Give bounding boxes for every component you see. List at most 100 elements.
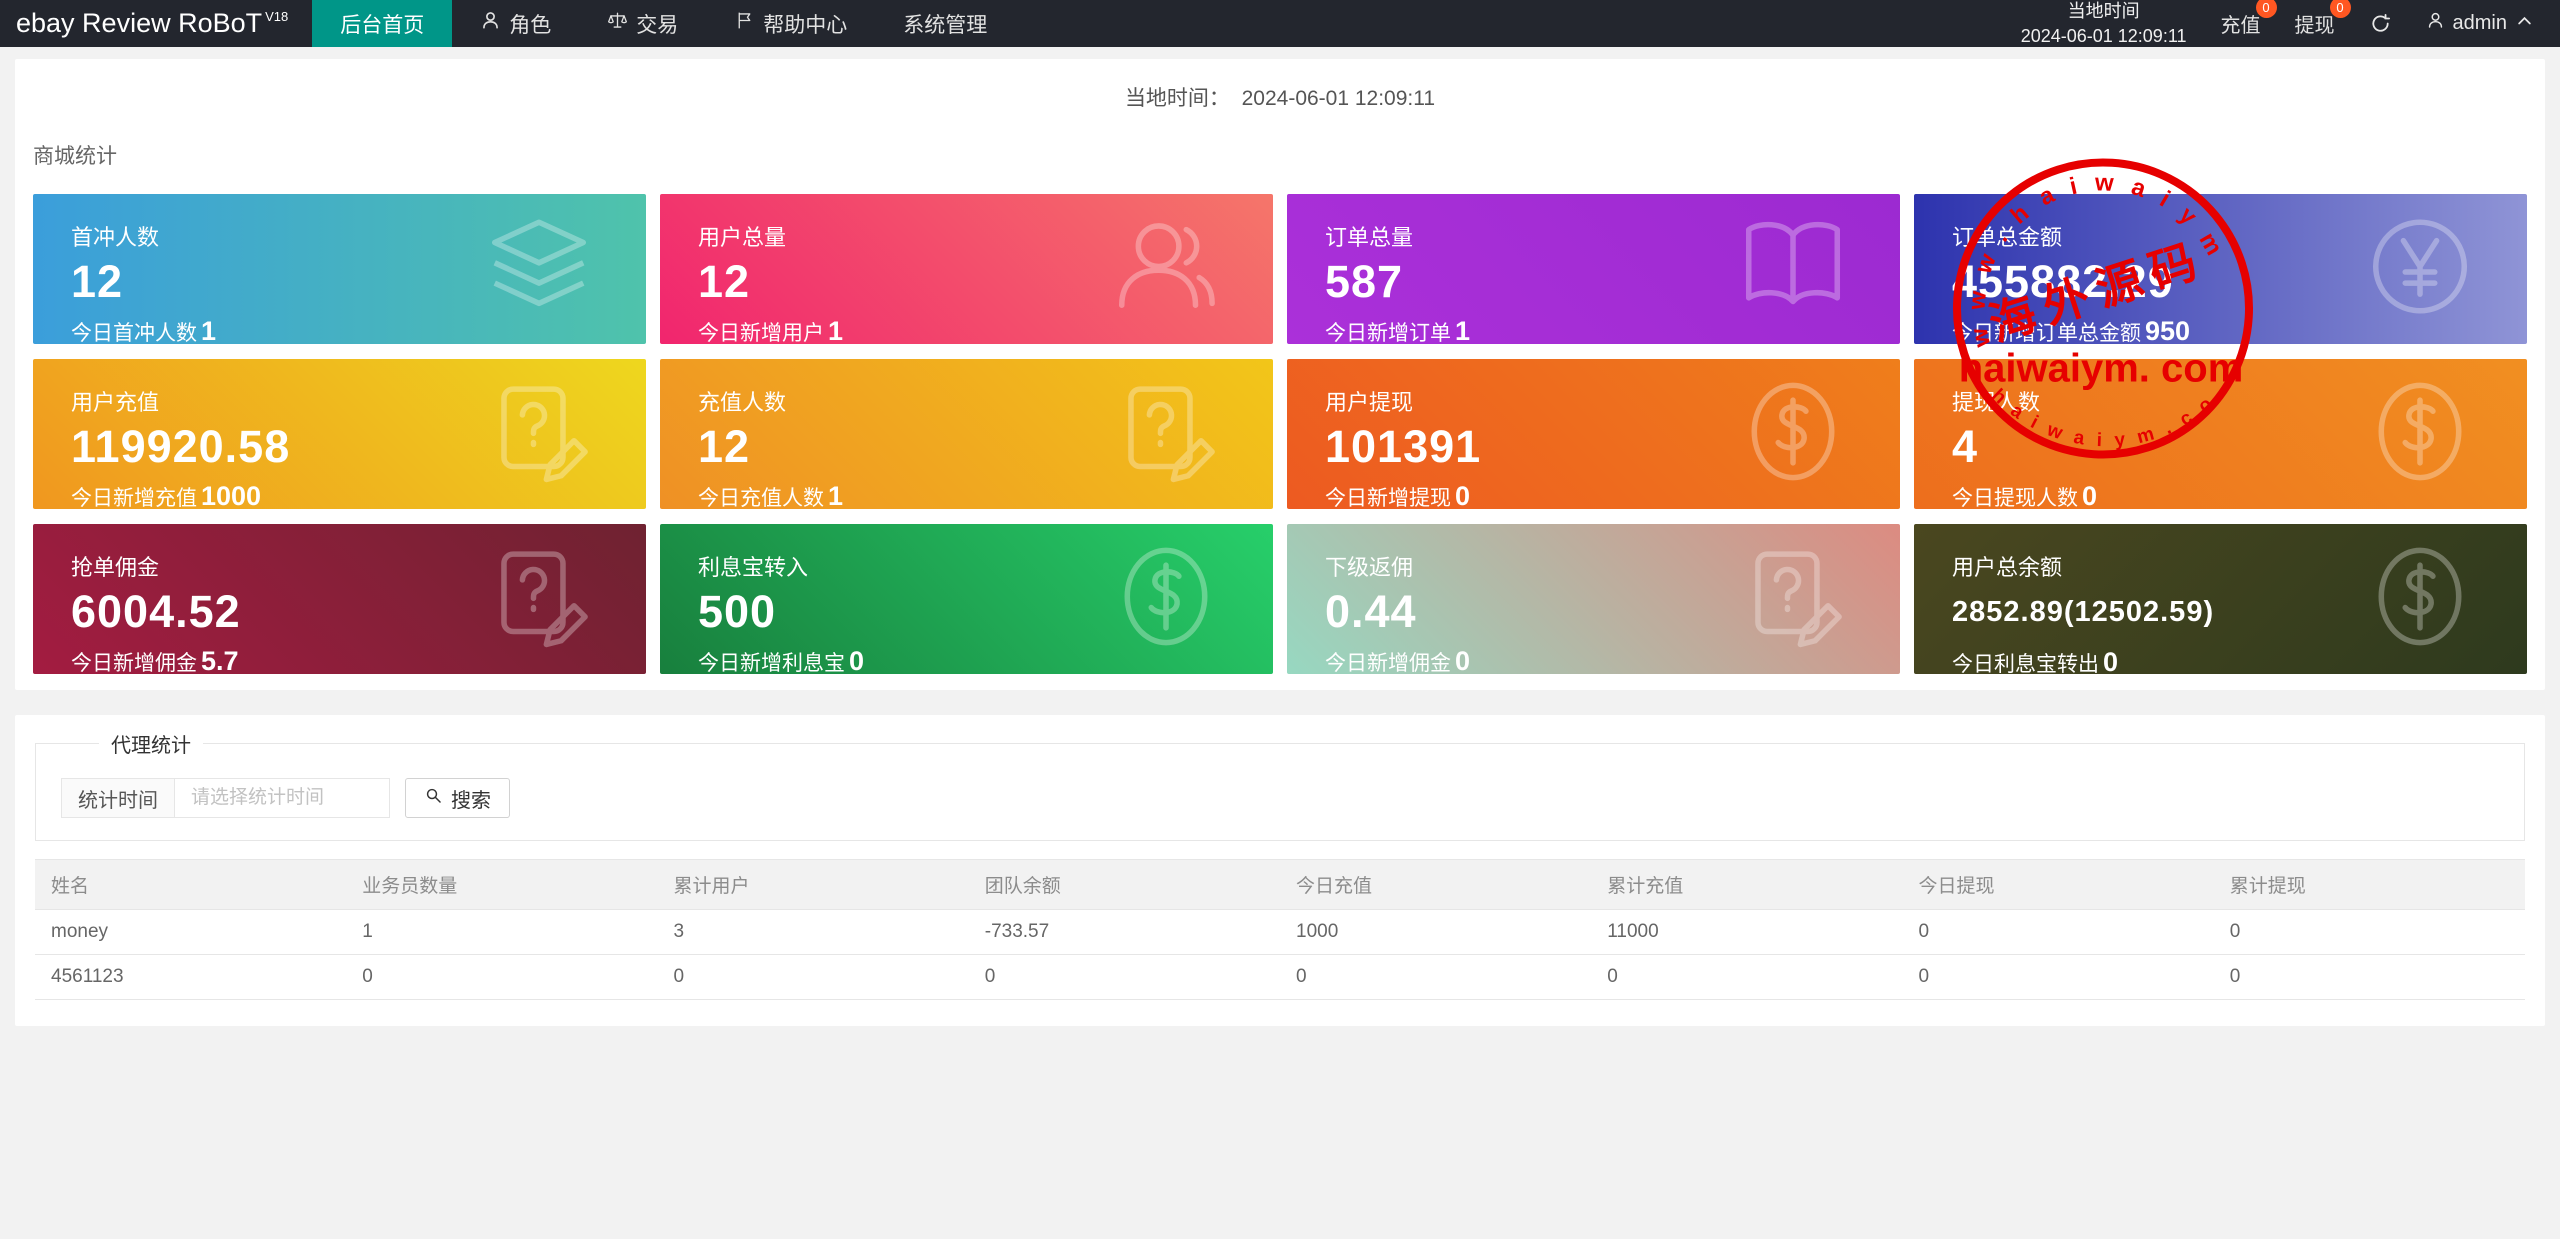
brand-version: V18: [265, 9, 289, 24]
recharge-label: 充值: [2220, 15, 2261, 37]
nav-item-system-management[interactable]: 系统管理: [875, 0, 1015, 47]
card-title: 订单总量: [1325, 225, 1414, 250]
card-value: 6004.52: [71, 586, 241, 637]
doc-question-icon: [480, 538, 598, 661]
card-value: 587: [1325, 256, 1404, 307]
cell: 4561123: [35, 954, 347, 1000]
card-line-label: 今日利息宝转出: [1952, 653, 2099, 674]
col-header-today-withdraw: 今日提现: [1902, 859, 2214, 910]
card-line-label: 今日新增提现: [1325, 487, 1451, 509]
users-icon: [1107, 208, 1225, 331]
recharge-badge: 0: [2255, 0, 2277, 18]
brand-text: ebay Review RoBoT: [16, 8, 263, 38]
col-header-total-users: 累计用户: [657, 859, 969, 910]
time-bar-label: 当地时间：: [1124, 87, 1230, 110]
nav-item-dashboard[interactable]: 后台首页: [312, 0, 453, 47]
card-line-value: 1000: [201, 481, 262, 509]
card-line-label: 今日提现人数: [1952, 487, 2078, 509]
user-menu[interactable]: admin: [2426, 11, 2534, 36]
card-value: 119920.58: [71, 421, 291, 472]
card-line-value: 0: [2082, 481, 2098, 509]
nav-item-roles[interactable]: 角色: [452, 0, 579, 47]
person-icon: [2426, 11, 2445, 36]
card-line-label: 今日新增利息宝: [698, 652, 845, 674]
cell: 11000: [1591, 909, 1903, 955]
card-value: 12: [698, 421, 751, 472]
card-line-value: 950: [2145, 316, 2191, 344]
local-time-bar: 当地时间： 2024-06-01 12:09:11: [33, 59, 2527, 120]
col-header-total-withdraw: 累计提现: [2213, 859, 2525, 910]
card-title: 下级返佣: [1325, 555, 1414, 580]
navbar-right: 当地时间 2024-06-01 12:09:11 充值 0 提现 0 admin: [2021, 0, 2560, 47]
withdraw-label: 提现: [2294, 15, 2335, 37]
col-header-team-balance: 团队余额: [968, 859, 1280, 910]
local-time-label: 当地时间: [2067, 1, 2140, 22]
card-value: 0.44: [1325, 586, 1417, 637]
card-line-value: 0: [2103, 647, 2119, 674]
stat-time-input[interactable]: [175, 778, 390, 818]
book-icon: [1734, 208, 1852, 331]
card-line-value: 0: [849, 646, 865, 674]
card-line-value: 0: [1455, 646, 1471, 674]
col-header-total-recharge: 累计充值: [1591, 859, 1903, 910]
person-icon: [480, 10, 501, 37]
card-title: 用户总量: [698, 225, 787, 250]
mall-stats-title: 商城统计: [33, 145, 117, 168]
col-header-salesman-count: 业务员数量: [346, 859, 658, 910]
card-title: 抢单佣金: [71, 555, 160, 580]
card-line-label: 今日首冲人数: [71, 322, 197, 344]
nav-recharge-button[interactable]: 充值 0: [2220, 0, 2277, 38]
card-title: 用户充值: [71, 390, 160, 415]
card-line-value: 5.7: [201, 646, 239, 674]
table-header-row: 姓名 业务员数量 累计用户 团队余额 今日充值 累计充值 今日提现 累计提现: [35, 859, 2525, 910]
cell: 0: [2213, 909, 2525, 955]
nav-withdraw-button[interactable]: 提现 0: [2294, 0, 2351, 38]
time-bar-value: 2024-06-01 12:09:11: [1241, 87, 1436, 110]
cell: 0: [968, 954, 1280, 1000]
cell: 1: [346, 909, 658, 955]
card-title: 用户提现: [1325, 390, 1414, 415]
withdraw-badge: 0: [2329, 0, 2351, 18]
card-value: 101391: [1325, 421, 1482, 472]
nav-item-label: 帮助中心: [763, 13, 848, 37]
card-line-label: 今日新增充值: [71, 487, 197, 509]
agent-filter-row: 统计时间 搜索: [61, 778, 2499, 818]
col-header-today-recharge: 今日充值: [1280, 859, 1592, 910]
card-title: 首冲人数: [71, 225, 160, 250]
dollar-icon: [1107, 538, 1225, 661]
card-line-value: 1: [1455, 316, 1471, 344]
nav-item-help-center[interactable]: 帮助中心: [706, 0, 875, 47]
cell: 3: [657, 909, 969, 955]
refresh-icon[interactable]: [2369, 12, 2392, 35]
doc-question-icon: [1734, 538, 1852, 661]
agent-stats-fieldset: 代理统计 统计时间 搜索: [35, 729, 2525, 841]
dollar-icon: [2361, 373, 2479, 496]
doc-question-icon: [480, 373, 598, 496]
cell: money: [35, 909, 347, 955]
card-title: 利息宝转入: [698, 555, 809, 580]
search-button[interactable]: 搜索: [405, 778, 510, 818]
nav-item-trade[interactable]: 交易: [579, 0, 706, 47]
doc-question-icon: [1107, 373, 1225, 496]
brand-logo: ebay Review RoBoT V18: [0, 0, 312, 47]
cell: 0: [657, 954, 969, 1000]
card-value: 12: [698, 256, 751, 307]
card-line-label: 今日充值人数: [698, 487, 824, 509]
cell: -733.57: [968, 909, 1280, 955]
table-row: 4561123 0 0 0 0 0 0 0: [35, 954, 2525, 1000]
nav-item-label: 角色: [509, 13, 552, 37]
card-line-label: 今日新增佣金: [71, 652, 197, 674]
search-icon: [424, 786, 443, 811]
main-menu: 后台首页 角色 交易 帮助中心 系统管理: [312, 0, 1015, 47]
mall-stats-panel: 当地时间： 2024-06-01 12:09:11 商城统计 首冲人数 12 今…: [15, 59, 2545, 690]
scales-icon: [607, 10, 628, 37]
